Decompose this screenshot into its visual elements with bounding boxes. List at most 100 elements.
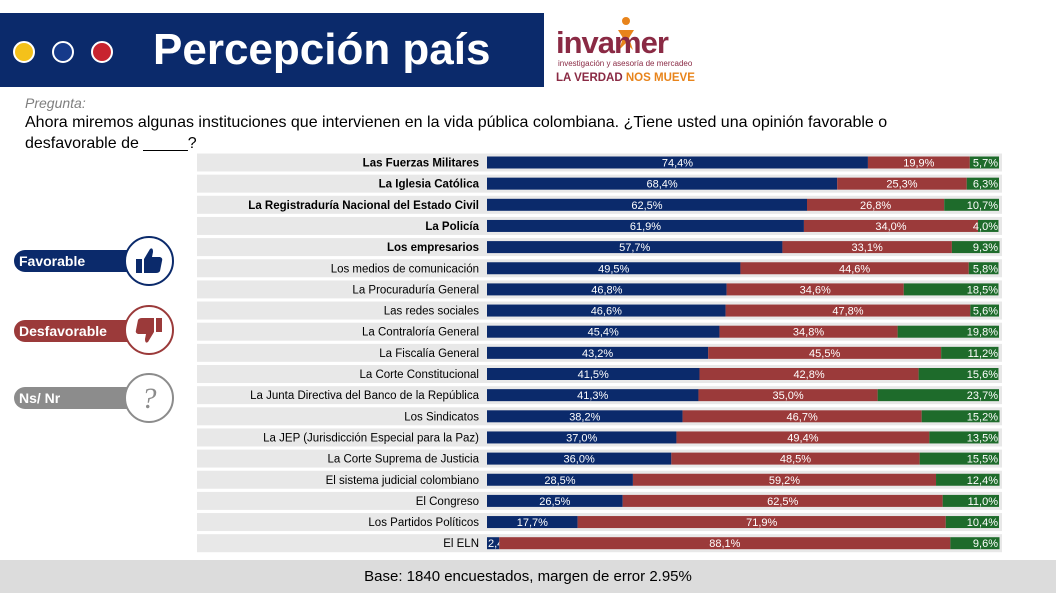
- logo-wordmark: invamer: [556, 25, 669, 60]
- bar-segment-favorable: [487, 410, 683, 423]
- header-band: [0, 13, 544, 87]
- category-label: La Iglesia Católica: [379, 179, 480, 191]
- category-label: El ELN: [443, 538, 479, 550]
- category-label: La Corte Suprema de Justicia: [328, 454, 480, 466]
- bar-segment-desfavorable: [499, 537, 951, 550]
- bar-segment-favorable: [487, 325, 720, 338]
- data-label: 36,0%: [564, 454, 595, 466]
- bar-segment-desfavorable: [682, 410, 922, 423]
- bar-segment-favorable: [487, 494, 623, 507]
- legend-favorable-label: Favorable: [19, 253, 86, 269]
- legend-favorable: Favorable: [14, 250, 154, 272]
- bar-segment-nsnr: [929, 431, 999, 444]
- bar-segment-desfavorable: [867, 156, 970, 169]
- data-label: 45,5%: [809, 348, 840, 360]
- data-label: 44,6%: [839, 263, 870, 275]
- category-label: La JEP (Jurisdicción Especial para la Pa…: [263, 432, 479, 444]
- category-label: La Policía: [425, 221, 479, 233]
- footer-band: Base: 1840 encuestados, margen de error …: [0, 560, 1056, 593]
- category-label: El Congreso: [416, 496, 479, 508]
- data-label: 9,6%: [973, 538, 998, 550]
- data-label: 19,9%: [903, 158, 934, 170]
- thumbs-up-glyph: [136, 248, 163, 273]
- footer-note: Base: 1840 encuestados, margen de error …: [364, 568, 692, 585]
- data-label: 15,5%: [967, 454, 998, 466]
- legend-desfavorable-label: Desfavorable: [19, 323, 107, 339]
- bar-segment-nsnr: [969, 156, 999, 169]
- category-label: Las redes sociales: [384, 306, 479, 318]
- data-label: 38,2%: [569, 411, 600, 423]
- thumbs-down-glyph: [135, 318, 162, 343]
- thumbs-down-icon: [124, 305, 174, 355]
- bar-segment-nsnr: [944, 198, 999, 211]
- data-label: 46,7%: [787, 411, 818, 423]
- legend-nsnr: Ns/ Nr: [14, 387, 154, 409]
- data-label: 15,6%: [967, 369, 998, 381]
- bar-segment-favorable: [487, 368, 700, 380]
- bar-segment-desfavorable: [622, 494, 943, 507]
- bar-segment-nsnr: [951, 241, 1000, 254]
- bar-segment-favorable: [487, 537, 500, 550]
- svg-text:?: ?: [142, 382, 157, 415]
- data-label: 62,5%: [631, 200, 662, 212]
- data-label: 17,7%: [517, 517, 548, 529]
- bar-segment-favorable: [487, 241, 783, 254]
- logo-figure-icon: [618, 17, 634, 50]
- bar-segment-favorable: [487, 283, 727, 296]
- data-label: 88,1%: [709, 538, 740, 550]
- bar-segment-nsnr: [941, 346, 999, 359]
- page-title: Percepción país: [153, 25, 491, 74]
- logo-tagline-part2: NOS MUEVE: [625, 72, 695, 84]
- bar-segment-nsnr: [942, 494, 999, 507]
- question-mark-glyph: ?: [142, 382, 157, 415]
- data-label: 34,0%: [875, 221, 906, 233]
- data-label: 49,5%: [598, 263, 629, 275]
- bar-segment-desfavorable: [837, 177, 967, 190]
- bar-segment-desfavorable: [726, 283, 904, 296]
- bar-segment-desfavorable: [699, 368, 919, 380]
- bar-segment-nsnr: [950, 537, 1000, 550]
- bar-segment-desfavorable: [719, 325, 898, 338]
- bar-segment-nsnr: [968, 262, 999, 275]
- bar-segment-favorable: [487, 473, 633, 486]
- category-label: La Contraloría General: [362, 327, 479, 339]
- data-label: 12,4%: [967, 475, 998, 487]
- logo-subtitle: investigación y asesoría de mercadeo: [558, 59, 693, 68]
- data-label: 26,5%: [539, 496, 570, 508]
- data-label: 71,9%: [746, 517, 777, 529]
- data-label: 37,0%: [566, 432, 597, 444]
- bar-segment-desfavorable: [577, 516, 946, 529]
- data-label: 33,1%: [852, 242, 883, 254]
- bar-segment-favorable: [487, 262, 741, 275]
- bar-segment-favorable: [487, 346, 709, 359]
- category-label: La Fiscalía General: [379, 348, 479, 360]
- data-label: 68,4%: [647, 179, 678, 191]
- bar-segment-nsnr: [945, 516, 999, 529]
- data-label: 41,5%: [578, 369, 609, 381]
- data-label: 5,7%: [973, 158, 998, 170]
- bar-segment-desfavorable: [671, 452, 920, 465]
- data-label: 10,7%: [967, 200, 998, 212]
- thumbs-up-icon: [124, 236, 174, 286]
- question-mark-icon: ?: [124, 373, 174, 423]
- bar-segment-desfavorable: [782, 241, 952, 254]
- data-label: 25,3%: [886, 179, 917, 191]
- data-label: 34,8%: [793, 327, 824, 339]
- bar-segment-nsnr: [903, 283, 999, 296]
- data-label: 61,9%: [630, 221, 661, 233]
- category-label: Los empresarios: [387, 242, 479, 254]
- bar-segment-favorable: [487, 177, 838, 190]
- bar-segment-nsnr: [897, 325, 999, 338]
- data-label: 11,2%: [968, 348, 999, 360]
- data-label: 13,5%: [967, 432, 998, 444]
- data-label: 19,8%: [967, 327, 998, 339]
- data-label: 59,2%: [769, 475, 800, 487]
- data-label: 18,5%: [967, 284, 998, 296]
- bar-segment-favorable: [487, 389, 699, 402]
- bar-segment-nsnr: [936, 473, 1000, 486]
- bar-segment-favorable: [487, 219, 804, 232]
- bar-segment-desfavorable: [676, 431, 930, 444]
- bar-segment-desfavorable: [632, 473, 937, 486]
- legend-nsnr-label: Ns/ Nr: [19, 390, 61, 406]
